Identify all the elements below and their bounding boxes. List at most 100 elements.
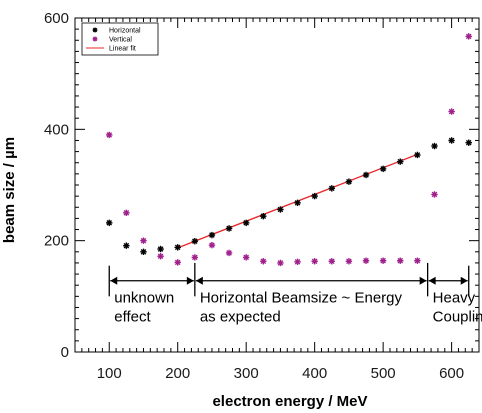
arrow-head [186, 276, 194, 285]
marker-stroke [92, 27, 98, 33]
horizontal-point [208, 231, 216, 239]
horizontal-point [414, 151, 421, 159]
arrow-head [428, 276, 436, 285]
y-axis-title: beam size / µm [1, 137, 18, 243]
vertical-point [465, 33, 472, 40]
marker-stroke [192, 254, 198, 261]
marker-stroke [277, 206, 284, 213]
marker-stroke [294, 259, 301, 265]
horizontal-point [260, 212, 267, 220]
arrow-head [195, 276, 203, 285]
x-tick-label: 300 [234, 365, 259, 382]
legend-label: Horizontal [109, 28, 141, 35]
marker-stroke [106, 220, 113, 226]
vertical-point [379, 257, 387, 264]
vertical-point [345, 258, 353, 265]
horizontal-point [174, 244, 181, 251]
marker-stroke [226, 225, 232, 232]
region-label: Coupling [433, 309, 482, 326]
vertical-point [123, 209, 130, 217]
vertical-point [397, 257, 404, 264]
vertical-point [362, 257, 370, 264]
vertical-point [431, 191, 438, 198]
marker-stroke [363, 172, 369, 178]
marker-stroke [260, 213, 267, 219]
x-tick-label: 400 [302, 365, 327, 382]
horizontal-point [294, 199, 301, 207]
arrow-head [110, 276, 118, 285]
horizontal-point [465, 139, 472, 146]
axis-ticks: 100 200 300 400 500 600 0 200 400 600 [44, 10, 479, 382]
horizontal-point [397, 158, 404, 165]
y-tick-label: 0 [61, 344, 69, 361]
region-label: Horizontal Beamsize ~ Energy [200, 290, 403, 307]
marker-stroke [431, 191, 438, 198]
horizontal-point [362, 171, 370, 179]
arrow-head [419, 276, 427, 285]
marker-stroke [397, 158, 404, 165]
vertical-point [225, 249, 233, 257]
marker-stroke [294, 200, 301, 206]
vertical-point [294, 258, 301, 266]
marker-stroke [346, 258, 352, 265]
marker-stroke [260, 258, 267, 265]
horizontal-point [431, 142, 438, 150]
horizontal-point [242, 219, 250, 227]
vertical-point [208, 241, 216, 249]
marker-stroke [123, 210, 130, 216]
x-tick-label: 200 [165, 365, 190, 382]
marker-stroke [448, 137, 455, 144]
horizontal-point [191, 238, 199, 245]
horizontal-point [328, 185, 335, 192]
marker-stroke [123, 242, 130, 249]
marker-stroke [192, 238, 198, 245]
vertical-point [140, 237, 147, 244]
marker-stroke [346, 178, 352, 185]
legend-label: Linear fit [109, 46, 136, 53]
legend: Horizontal Vertical Linear fit [81, 22, 159, 56]
marker-stroke [106, 132, 113, 138]
y-tick-label: 600 [44, 10, 69, 27]
vertical-point [260, 258, 267, 265]
marker-stroke [414, 152, 421, 158]
legend-marker [92, 27, 98, 33]
marker-stroke [380, 257, 386, 264]
vertical-point [448, 108, 455, 115]
marker-stroke [431, 143, 438, 149]
marker-stroke [174, 244, 181, 251]
region-label: Heavy [433, 290, 476, 307]
marker-stroke [209, 232, 215, 238]
horizontal-point [157, 245, 164, 253]
vertical-point [414, 257, 421, 264]
marker-stroke [140, 237, 147, 244]
vertical-point [277, 259, 284, 267]
region-annotations: unknown effect Horizontal Beamsize ~ Energ… [108, 262, 482, 326]
vertical-point [242, 254, 250, 261]
horizontal-point [123, 242, 130, 249]
marker-stroke [174, 259, 181, 266]
marker-stroke [209, 242, 215, 248]
marker-stroke [465, 139, 472, 146]
vertical-point [328, 258, 335, 265]
marker-stroke [397, 257, 404, 264]
marker-stroke [226, 250, 232, 256]
data-points [106, 33, 472, 267]
marker-stroke [414, 257, 421, 264]
marker-stroke [311, 258, 318, 265]
x-tick-label: 600 [439, 365, 464, 382]
marker-stroke [363, 257, 369, 264]
marker-stroke [465, 33, 472, 40]
marker-stroke [277, 260, 284, 266]
horizontal-point [225, 225, 233, 232]
x-tick-label: 500 [371, 365, 396, 382]
vertical-point [157, 253, 164, 260]
x-axis-title: electron energy / MeV [212, 393, 367, 410]
horizontal-point [345, 178, 353, 185]
legend-marker [92, 36, 98, 42]
marker-stroke [140, 249, 147, 255]
horizontal-point [379, 165, 387, 173]
region-label: unknown [114, 290, 174, 307]
marker-stroke [380, 166, 386, 172]
marker-stroke [243, 220, 249, 226]
